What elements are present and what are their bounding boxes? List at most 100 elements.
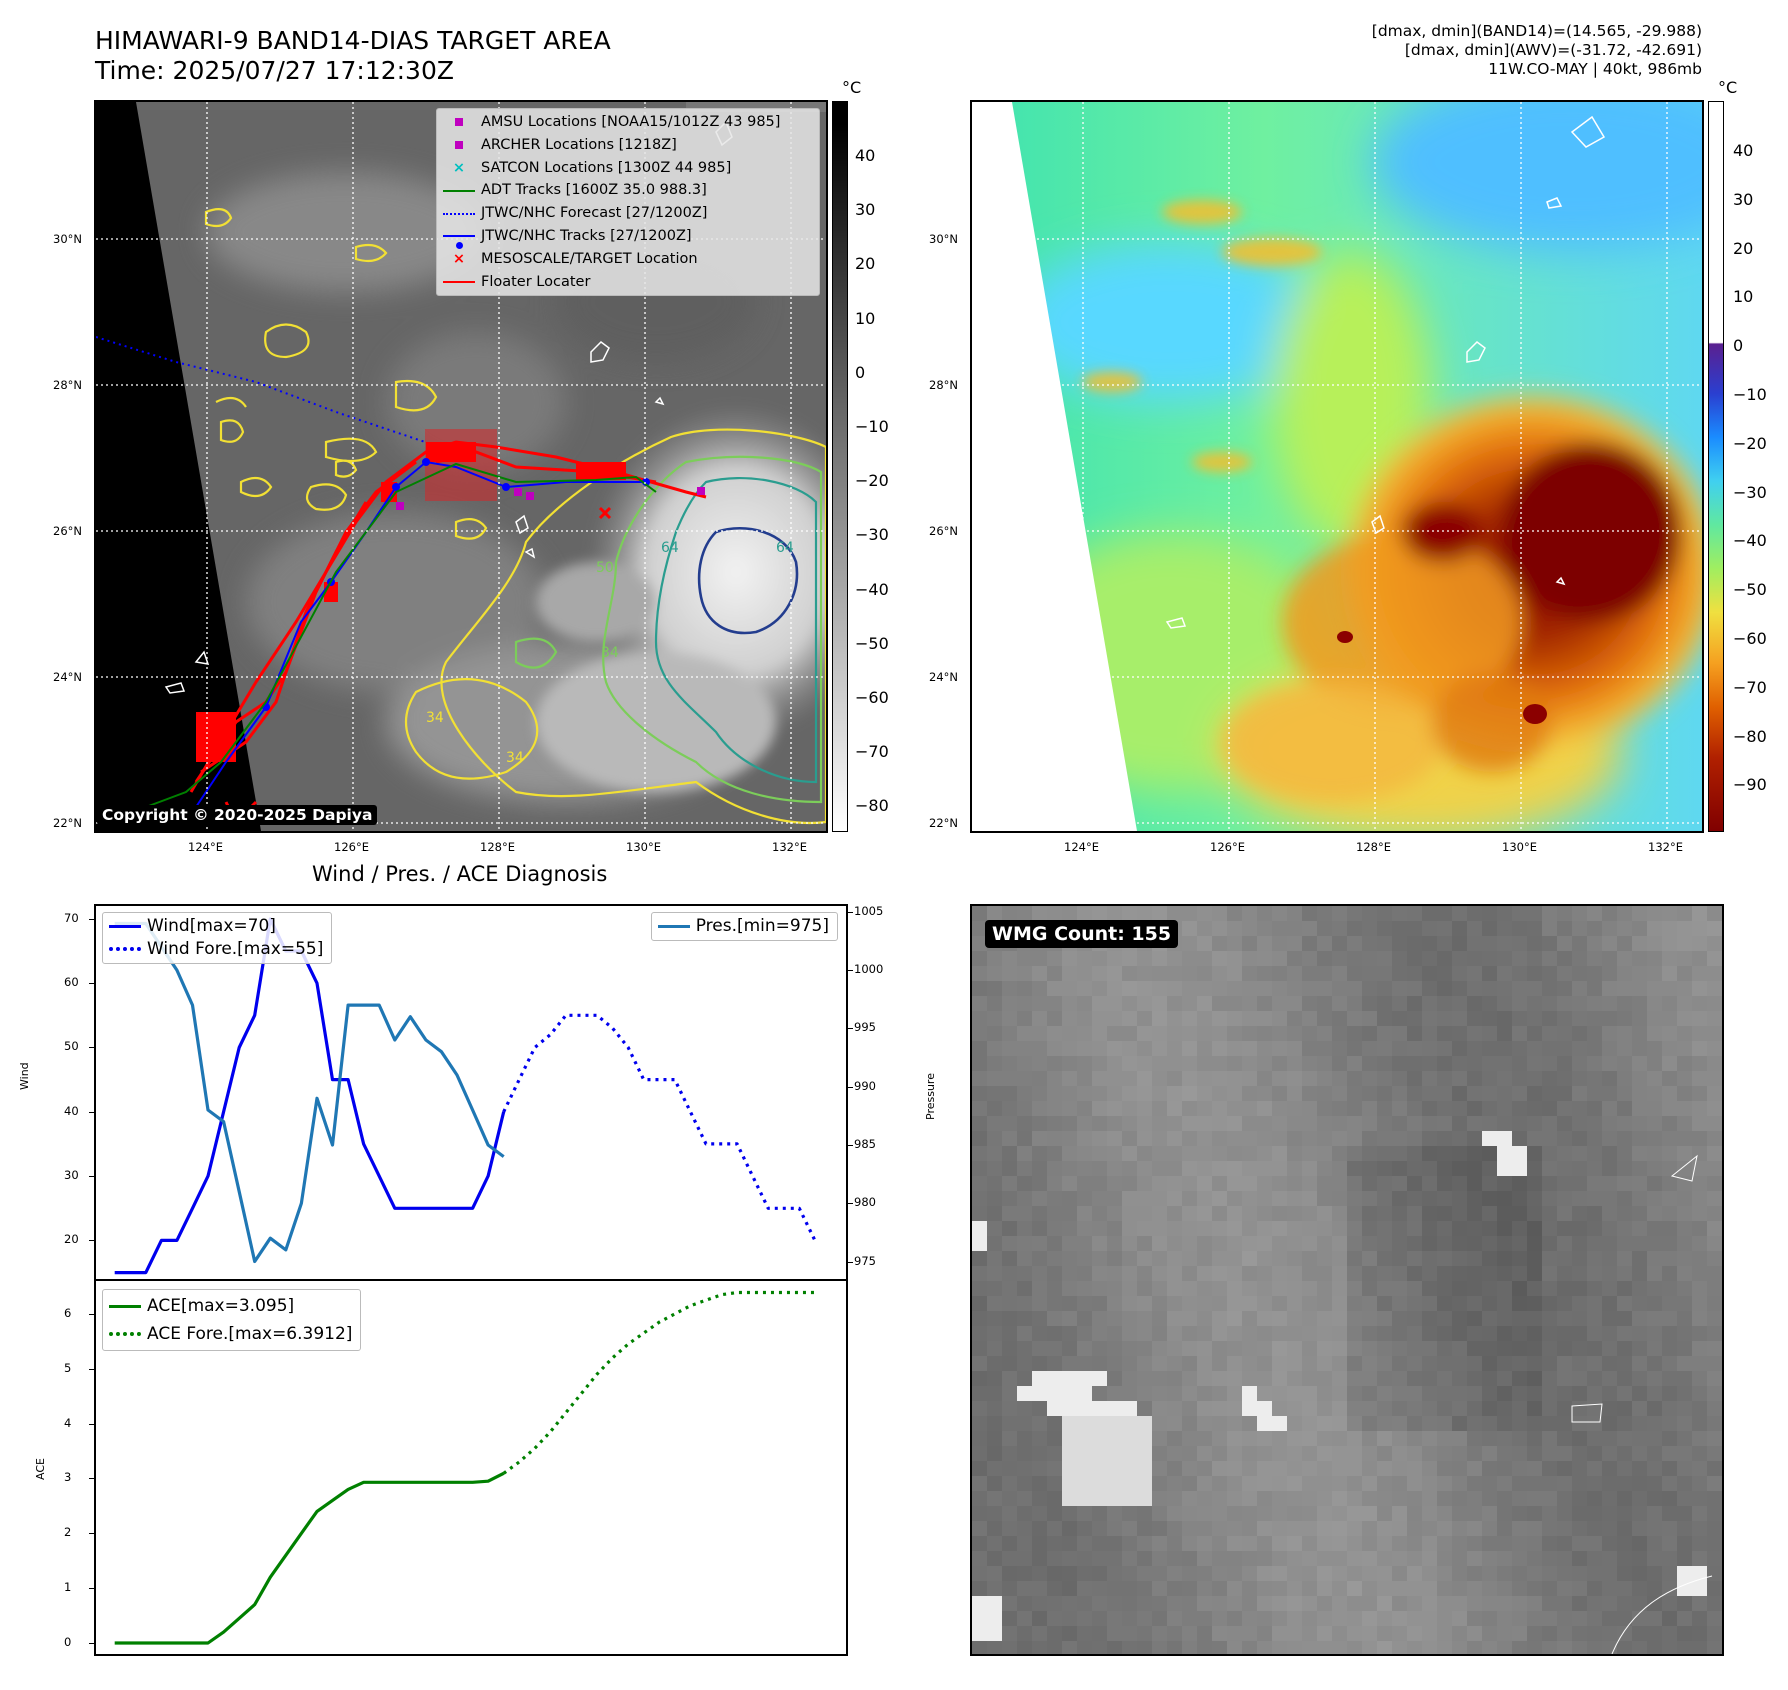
contour-label: 64: [661, 540, 679, 556]
contour-label: 34: [506, 750, 524, 766]
lat-tick: 28°N: [53, 378, 82, 392]
line-icon: [109, 1304, 141, 1308]
y-tick-mark: [89, 1588, 94, 1590]
wmg-count-badge: WMG Count: 155: [985, 920, 1179, 948]
legend-entry: Pres.[min=975]: [652, 915, 829, 938]
wmg-pixel-imagery: [972, 906, 1722, 1654]
wind-pressure-panel: Wind[max=70] Wind Fore.[max=55] Pres.[mi…: [94, 904, 848, 1281]
y-tick-mark: [89, 1047, 94, 1049]
y-tick-mark: [89, 1368, 94, 1370]
colorbar-tick: −40: [855, 579, 889, 599]
y-right-tick-mark: [848, 1203, 853, 1205]
y-tick-label: 50: [64, 1039, 79, 1054]
wind-axis-label: Wind: [18, 1062, 31, 1090]
contour-label: 34: [426, 710, 444, 726]
y-tick-mark: [89, 1111, 94, 1113]
colorbar-tick: −60: [1733, 629, 1767, 648]
contour-label: 34: [601, 645, 619, 661]
y-tick-label: 70: [64, 910, 79, 925]
legend-label: ACE Fore.[max=6.3912]: [147, 1323, 353, 1344]
contour-label: 50: [596, 560, 614, 576]
y-tick-mark: [89, 1176, 94, 1178]
diagnosis-title: Wind / Pres. / ACE Diagnosis: [312, 862, 608, 886]
y-right-tick-mark: [848, 1028, 853, 1030]
y-tick-mark: [89, 918, 94, 920]
y-right-tick-mark: [848, 911, 853, 913]
y-tick-label: 20: [64, 1232, 79, 1247]
colorbar-tick: −20: [855, 471, 889, 491]
colorbar-tick: −80: [1733, 726, 1767, 746]
y-tick-mark: [89, 1240, 94, 1242]
line-icon: [443, 280, 475, 283]
lon-tick: 126°E: [334, 840, 369, 854]
y-right-tick-label: 975: [854, 1253, 876, 1268]
legend-label: MESOSCALE/TARGET Location: [481, 250, 698, 267]
awv-map-panel: [970, 100, 1704, 833]
y-tick-label: 0: [64, 1635, 72, 1650]
colorbar-tick: −20: [1733, 433, 1767, 453]
y-right-tick-label: 995: [854, 1020, 876, 1035]
colorbar-tick: 10: [1733, 287, 1754, 307]
title-line-2: Time: 2025/07/27 17:12:30Z: [95, 56, 454, 85]
lat-tick: 24°N: [53, 670, 82, 684]
y-tick-label: 4: [64, 1415, 72, 1430]
colorbar-tick: −50: [1733, 580, 1767, 600]
colorbar-tick: 40: [1733, 141, 1754, 160]
legend-entry: JTWC/NHC Tracks [27/1200Z]: [437, 225, 819, 250]
series-line-1: [502, 1290, 815, 1475]
colorbar-tick: −10: [855, 417, 889, 436]
line-icon: [657, 924, 690, 928]
awv-map-imagery: [972, 102, 1702, 831]
y-right-tick-label: 990: [854, 1078, 876, 1093]
lat-tick: 26°N: [929, 524, 958, 538]
y-tick-mark: [89, 1478, 94, 1480]
legend-label: SATCON Locations [1300Z 44 985]: [481, 159, 732, 176]
series-line-0: [114, 1471, 505, 1645]
dotted-line-icon: [443, 212, 475, 215]
y-tick-mark: [89, 983, 94, 985]
y-right-tick-label: 1005: [854, 903, 884, 918]
y-tick-label: 1: [64, 1580, 72, 1595]
storm-info: 11W.CO-MAY | 40kt, 986mb: [1488, 60, 1702, 78]
legend-label: ARCHER Locations [1218Z]: [481, 136, 677, 153]
colorbar-tick: 10: [855, 308, 876, 328]
legend-label: ADT Tracks [1600Z 35.0 988.3]: [481, 182, 707, 199]
legend-entry: Wind Fore.[max=55]: [103, 938, 323, 961]
wind-legend: Wind[max=70] Wind Fore.[max=55]: [102, 912, 333, 964]
legend-label: ACE[max=3.095]: [147, 1295, 295, 1316]
lon-tick: 130°E: [626, 840, 661, 854]
awv-colorbar-unit: °C: [1718, 78, 1738, 97]
wind-pressure-plot: [114, 917, 817, 1275]
colorbar-tick: 20: [855, 254, 876, 274]
dotted-line-icon: [109, 947, 141, 952]
legend-entry: ADT Tracks [1600Z 35.0 988.3]: [437, 179, 819, 202]
y-right-tick-mark: [848, 1086, 853, 1088]
y-right-tick-label: 980: [854, 1195, 876, 1210]
legend-entry: Floater Locater: [437, 271, 819, 294]
square-marker-icon: [455, 118, 463, 127]
legend-entry: ACE[max=3.095]: [103, 1292, 352, 1320]
wmg-panel: [970, 904, 1724, 1656]
series-line-0: [114, 917, 506, 1275]
colorbar-tick: 30: [1733, 189, 1754, 209]
dotted-line-icon: [109, 1332, 141, 1336]
y-tick-label: 30: [64, 1168, 79, 1183]
lat-tick: 22°N: [929, 816, 958, 830]
title-line-1: HIMAWARI-9 BAND14-DIAS TARGET AREA: [95, 26, 611, 55]
ir-colorbar-unit: °C: [842, 78, 862, 97]
y-tick-label: 40: [64, 1103, 79, 1118]
y-right-tick-mark: [848, 1261, 853, 1263]
y-tick-label: 60: [64, 975, 79, 990]
pressure-axis-label: Pressure: [924, 1073, 937, 1120]
y-right-tick-label: 1000: [854, 962, 884, 977]
line-dot-icon: [437, 235, 481, 250]
y-tick-mark: [89, 1313, 94, 1315]
y-right-tick-label: 985: [854, 1136, 876, 1151]
y-right-tick-mark: [848, 970, 853, 972]
contour-label: 64: [776, 540, 794, 556]
lon-tick: 132°E: [772, 840, 807, 854]
colorbar-tick: −30: [855, 525, 889, 545]
colorbar-tick: 20: [1733, 238, 1754, 258]
x-marker-icon: ×: [452, 159, 466, 176]
figure-title: HIMAWARI-9 BAND14-DIAS TARGET AREA Time: …: [95, 26, 611, 86]
